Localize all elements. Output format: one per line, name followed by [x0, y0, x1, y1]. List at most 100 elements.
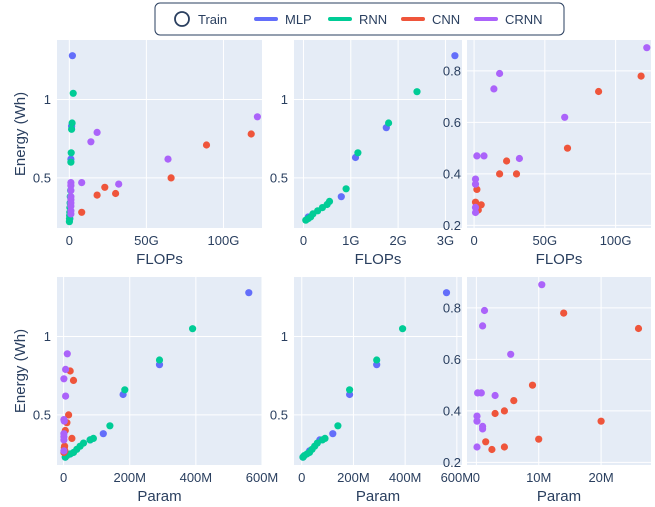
data-point-crnn[interactable] [60, 375, 68, 383]
data-point-rnn[interactable] [68, 119, 76, 127]
data-point-rnn[interactable] [299, 453, 307, 461]
data-point-crnn[interactable] [62, 365, 70, 373]
data-point-crnn[interactable] [67, 186, 75, 194]
data-point-crnn[interactable] [67, 210, 75, 218]
data-point-rnn[interactable] [155, 356, 164, 364]
data-point-crnn[interactable] [471, 175, 480, 183]
data-point-mlp[interactable] [329, 430, 337, 438]
data-point-crnn[interactable] [643, 44, 651, 52]
data-point-crnn[interactable] [473, 417, 481, 425]
data-point-mlp[interactable] [337, 193, 345, 201]
data-point-rnn[interactable] [189, 325, 197, 333]
data-point-rnn[interactable] [385, 119, 393, 127]
data-point-cnn[interactable] [65, 411, 73, 419]
data-point-cnn[interactable] [510, 397, 518, 405]
data-point-rnn[interactable] [67, 158, 75, 166]
plot-area[interactable] [467, 277, 651, 465]
data-point-rnn[interactable] [65, 218, 73, 226]
data-point-cnn[interactable] [93, 191, 101, 199]
data-point-crnn[interactable] [473, 412, 481, 420]
data-point-cnn[interactable] [637, 72, 645, 80]
data-point-rnn[interactable] [354, 149, 362, 157]
data-point-crnn[interactable] [515, 154, 524, 163]
data-point-crnn[interactable] [60, 447, 68, 455]
data-point-cnn[interactable] [512, 170, 521, 178]
data-point-crnn[interactable] [561, 113, 569, 121]
data-point-cnn[interactable] [167, 174, 175, 182]
data-point-rnn[interactable] [413, 88, 421, 96]
data-point-cnn[interactable] [477, 201, 485, 209]
data-point-cnn[interactable] [535, 435, 543, 443]
data-point-rnn[interactable] [86, 436, 94, 444]
data-point-crnn[interactable] [78, 179, 86, 187]
data-point-cnn[interactable] [482, 438, 490, 446]
data-point-crnn[interactable] [480, 152, 488, 160]
data-point-crnn[interactable] [479, 425, 487, 433]
data-point-crnn[interactable] [479, 322, 487, 330]
data-point-cnn[interactable] [247, 130, 255, 138]
plot-area[interactable] [294, 40, 462, 228]
data-point-crnn[interactable] [471, 203, 480, 211]
data-point-crnn[interactable] [253, 113, 261, 121]
data-point-rnn[interactable] [67, 149, 75, 157]
data-point-cnn[interactable] [563, 144, 572, 152]
legend-item-mlp[interactable]: MLP [254, 12, 312, 27]
legend-item-train[interactable]: Train [174, 11, 227, 27]
data-point-rnn[interactable] [399, 325, 407, 333]
plot-area[interactable] [467, 40, 651, 228]
data-point-mlp[interactable] [99, 430, 107, 438]
data-point-rnn[interactable] [121, 386, 129, 394]
data-point-cnn[interactable] [69, 376, 78, 384]
plot-area[interactable] [57, 277, 262, 465]
data-point-crnn[interactable] [477, 389, 485, 397]
data-point-cnn[interactable] [528, 381, 537, 389]
plot-area[interactable] [294, 277, 462, 465]
plot-area[interactable] [57, 40, 262, 228]
data-point-crnn[interactable] [471, 208, 480, 217]
data-point-crnn[interactable] [480, 306, 489, 315]
legend-item-rnn[interactable]: RNN [328, 12, 387, 27]
data-point-cnn[interactable] [595, 87, 603, 96]
data-point-cnn[interactable] [78, 208, 86, 216]
data-point-cnn[interactable] [560, 309, 568, 317]
data-point-crnn[interactable] [507, 350, 515, 358]
data-point-rnn[interactable] [346, 386, 354, 394]
data-point-cnn[interactable] [101, 183, 109, 191]
data-point-cnn[interactable] [634, 324, 643, 333]
data-point-mlp[interactable] [245, 289, 253, 297]
legend-item-cnn[interactable]: CNN [401, 12, 460, 27]
data-point-crnn[interactable] [87, 138, 95, 146]
data-point-cnn[interactable] [503, 157, 511, 165]
data-point-rnn[interactable] [69, 89, 77, 97]
data-point-crnn[interactable] [164, 155, 172, 163]
data-point-crnn[interactable] [93, 128, 101, 136]
data-point-rnn[interactable] [68, 125, 76, 133]
data-point-cnn[interactable] [491, 409, 499, 418]
data-point-mlp[interactable] [451, 52, 459, 60]
data-point-cnn[interactable] [112, 189, 120, 198]
data-point-crnn[interactable] [473, 443, 481, 451]
data-point-rnn[interactable] [342, 185, 350, 193]
data-point-cnn[interactable] [500, 407, 508, 415]
data-point-crnn[interactable] [115, 180, 123, 188]
data-point-cnn[interactable] [471, 198, 480, 206]
data-point-mlp[interactable] [442, 289, 451, 297]
data-point-crnn[interactable] [63, 350, 71, 358]
data-point-crnn[interactable] [496, 69, 504, 78]
legend-item-crnn[interactable]: CRNN [474, 12, 543, 27]
data-point-crnn[interactable] [538, 281, 546, 289]
data-point-cnn[interactable] [202, 141, 211, 149]
data-point-crnn[interactable] [62, 392, 70, 400]
data-point-rnn[interactable] [106, 422, 114, 430]
data-point-crnn[interactable] [471, 180, 480, 188]
data-point-cnn[interactable] [488, 445, 496, 454]
data-point-rnn[interactable] [302, 216, 310, 224]
data-point-cnn[interactable] [68, 434, 76, 442]
data-point-crnn[interactable] [60, 436, 68, 444]
data-point-cnn[interactable] [597, 417, 605, 425]
data-point-rnn[interactable] [373, 356, 381, 364]
data-point-crnn[interactable] [490, 85, 498, 93]
data-point-crnn[interactable] [60, 417, 68, 425]
data-point-rnn[interactable] [334, 422, 342, 430]
data-point-crnn[interactable] [491, 391, 499, 400]
